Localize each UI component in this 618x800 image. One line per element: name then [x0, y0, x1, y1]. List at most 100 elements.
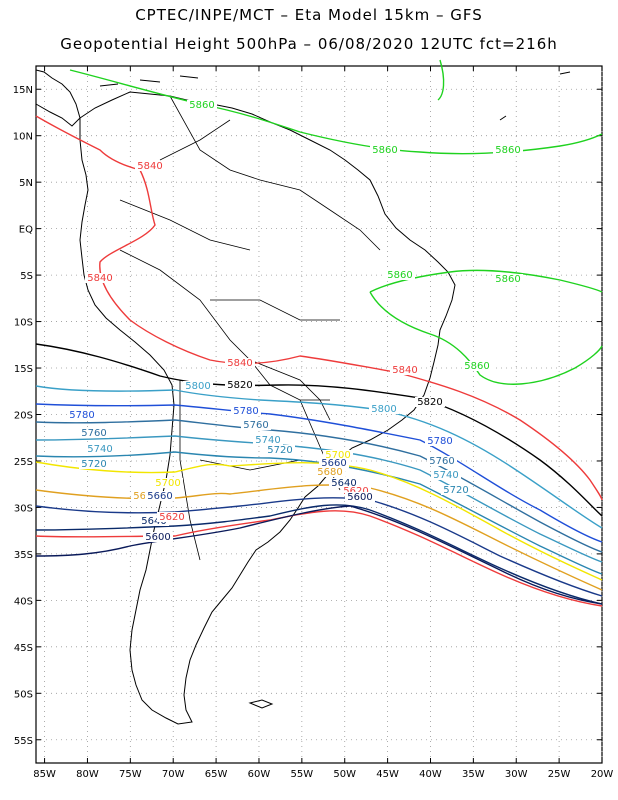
contour-label-bg [265, 445, 295, 455]
lat-label: 35S [14, 550, 33, 561]
contour-label-bg [225, 358, 255, 368]
contour-label: 5820 [227, 380, 252, 391]
contour-label: 5720 [267, 445, 292, 456]
contour-label: 5760 [81, 428, 106, 439]
contour-label-bg [323, 450, 353, 460]
contour-label-bg [187, 100, 217, 110]
lon-label: 70W [162, 769, 185, 780]
contour-label: 5800 [371, 404, 396, 415]
contour-label: 5840 [392, 365, 417, 376]
contour-label-bg [319, 458, 349, 468]
contour-label: 5860 [495, 145, 520, 156]
contour-label-bg [135, 161, 165, 171]
contour-label: 5720 [81, 459, 106, 470]
map-frame [35, 65, 603, 764]
contour-label-bg [67, 410, 97, 420]
central-america-coast [35, 69, 81, 127]
lat-label: 55S [14, 736, 33, 747]
lat-label: 50S [14, 689, 33, 700]
contour-label: 5760 [429, 456, 454, 467]
contour-5840 [35, 115, 603, 501]
contour-label-bg [341, 486, 371, 496]
contour-label: 5860 [495, 274, 520, 285]
lat-label: 20S [14, 411, 33, 422]
contour-5800 [35, 385, 603, 529]
contour-label-bg [153, 478, 183, 488]
falkland-islands [248, 699, 274, 709]
contour-label: 5740 [255, 435, 280, 446]
contour-label: 5720 [443, 485, 468, 496]
lat-label: 40S [14, 596, 33, 607]
contour-label-bg [493, 145, 523, 155]
contour-label-bg [369, 404, 399, 414]
contour-label: 5840 [87, 273, 112, 284]
contour-label-bg [157, 512, 187, 522]
contour-label: 5780 [427, 436, 452, 447]
contour-label: 5780 [69, 410, 94, 421]
graticule [36, 66, 603, 763]
lat-label: 5S [20, 271, 33, 282]
lon-label: 45W [376, 769, 399, 780]
contour-label-bg [145, 491, 175, 501]
lon-label: 65W [205, 769, 228, 780]
contour-labels: 5860 5860 5860 5860 5860 5860 5840 5840 5840 5840… [67, 100, 523, 543]
contour-label-bg [139, 516, 169, 526]
lon-label: 25W [548, 769, 571, 780]
axis-ticks: 15N 10N 5N EQ 5S 10S 15S 20S 25S 30S 35S 40S 45S 50S 5… [13, 66, 613, 780]
contour-label-bg [345, 492, 375, 502]
contour-label-bg [462, 361, 492, 371]
contour-label-bg [85, 444, 115, 454]
contour-label: 5860 [464, 361, 489, 372]
contour-label-bg [79, 428, 109, 438]
contour-label: 5740 [87, 444, 112, 455]
contour-label: 5780 [233, 406, 258, 417]
lat-label: 15N [13, 85, 33, 96]
lon-label: 60W [248, 769, 271, 780]
contour-label: 5680 [317, 467, 342, 478]
lon-label: 35W [462, 769, 485, 780]
contour-label: 5700 [325, 450, 350, 461]
south-america-coast [79, 91, 456, 725]
contour-label-bg [85, 273, 115, 283]
contour-5660 [35, 497, 603, 597]
contour-5740 [35, 435, 603, 563]
contour-label-bg [415, 397, 445, 407]
contour-label-bg [315, 467, 345, 477]
contour-label: 5760 [243, 420, 268, 431]
contour-label: 5840 [227, 358, 252, 369]
contour-5600 [35, 505, 603, 605]
lat-label: 15S [14, 364, 33, 375]
lat-label: 5N [19, 178, 33, 189]
contour-5680 [35, 484, 603, 591]
contour-5620 [35, 510, 603, 607]
contour-label-bg [493, 274, 523, 284]
lon-label: 85W [33, 769, 56, 780]
contour-label-bg [253, 435, 283, 445]
contour-label-bg [427, 456, 457, 466]
contour-5700 [35, 461, 603, 581]
contour-5760 [35, 419, 603, 553]
lat-label: 10N [13, 132, 33, 143]
contour-5860 [69, 69, 603, 155]
contour-label: 5840 [137, 161, 162, 172]
map-title: CPTEC/INPE/MCT – Eta Model 15km – GFS [135, 6, 483, 24]
contour-label-bg [241, 420, 271, 430]
contour-5640 [35, 504, 603, 605]
map-subtitle: Geopotential Height 500hPa – 06/08/2020 … [60, 35, 558, 53]
lon-label: 75W [119, 769, 142, 780]
lon-label: 80W [76, 769, 99, 780]
contour-5780 [35, 403, 603, 543]
contour-label: 5800 [185, 381, 210, 392]
contour-label-bg [390, 365, 420, 375]
lon-label: 55W [291, 769, 314, 780]
contour-label: 5600 [145, 532, 170, 543]
lon-label: 50W [333, 769, 356, 780]
contour-label-bg [431, 470, 461, 480]
contour-label-bg [329, 478, 359, 488]
contour-label: 5860 [189, 100, 214, 111]
contour-label: 5700 [155, 478, 180, 489]
lat-label: 25S [14, 457, 33, 468]
lon-label: 30W [505, 769, 528, 780]
contour-label: 5640 [331, 478, 356, 489]
